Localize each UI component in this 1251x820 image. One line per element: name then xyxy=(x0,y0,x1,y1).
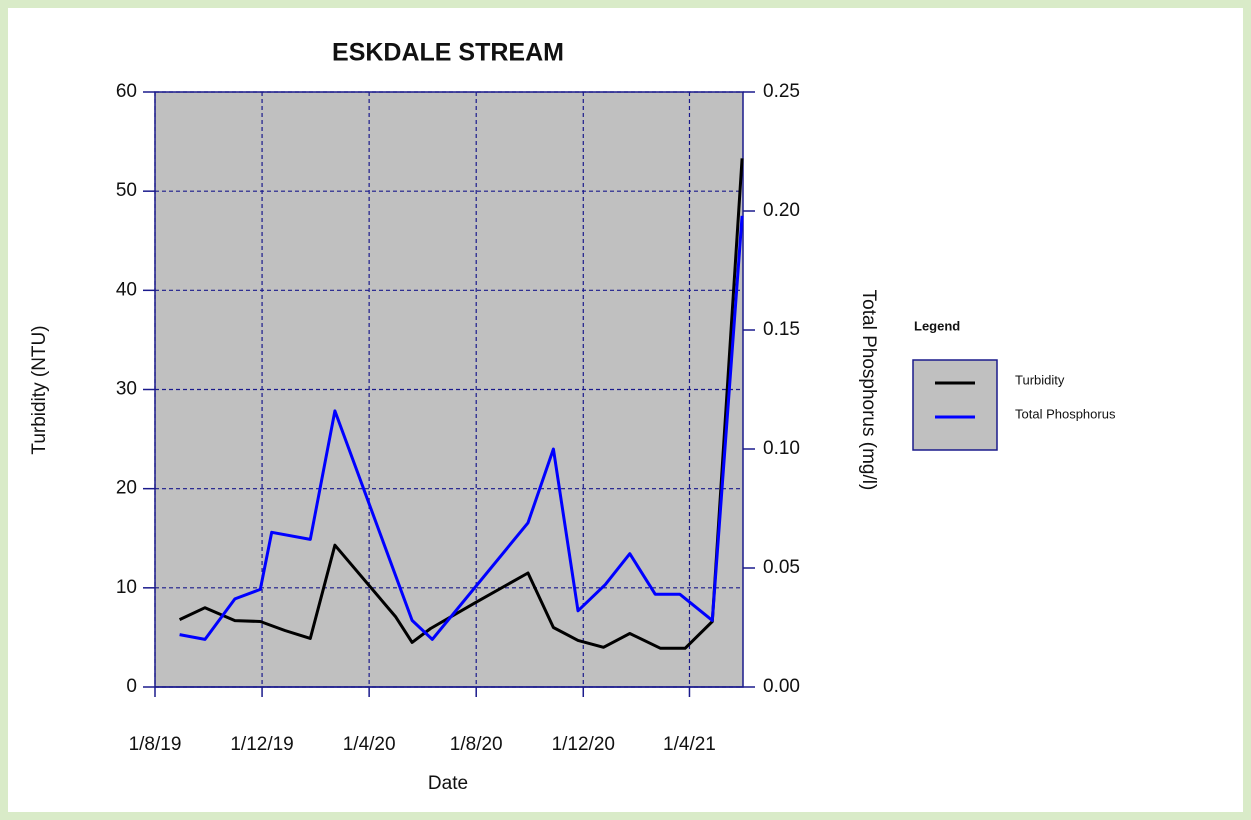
y2-tick-label: 0.25 xyxy=(763,81,800,102)
y-axis-label: Turbidity (NTU) xyxy=(29,325,50,454)
legend-box xyxy=(912,359,998,451)
y2-tick-label: 0.05 xyxy=(763,557,800,578)
legend-label: Total Phosphorus xyxy=(1015,406,1116,421)
y-tick-label: 10 xyxy=(116,577,137,598)
y-tick-label: 40 xyxy=(116,279,137,300)
y2-tick-label: 0.15 xyxy=(763,319,800,340)
x-tick-label: 1/12/19 xyxy=(230,734,293,755)
y-tick-label: 0 xyxy=(126,676,137,697)
x-tick-label: 1/8/20 xyxy=(450,734,503,755)
y2-tick-label: 0.20 xyxy=(763,200,800,221)
y-tick-label: 20 xyxy=(116,478,137,499)
legend-title: Legend xyxy=(914,318,960,333)
x-tick-label: 1/4/20 xyxy=(343,734,396,755)
y-tick-label: 30 xyxy=(116,379,137,400)
series-line xyxy=(179,215,744,641)
chart-title: ESKDALE STREAM xyxy=(332,39,564,67)
y2-axis-label: Total Phosphorus (mg/l) xyxy=(858,290,879,491)
y-tick-label: 50 xyxy=(116,180,137,201)
x-tick-label: 1/8/19 xyxy=(129,734,182,755)
x-tick-label: 1/12/20 xyxy=(552,734,615,755)
x-tick-label: 1/4/21 xyxy=(663,734,716,755)
y2-tick-label: 0.10 xyxy=(763,438,800,459)
legend-label: Turbidity xyxy=(1015,372,1065,387)
x-axis-label: Date xyxy=(428,773,468,794)
y-tick-label: 60 xyxy=(116,81,137,102)
y2-tick-label: 0.00 xyxy=(763,676,800,697)
